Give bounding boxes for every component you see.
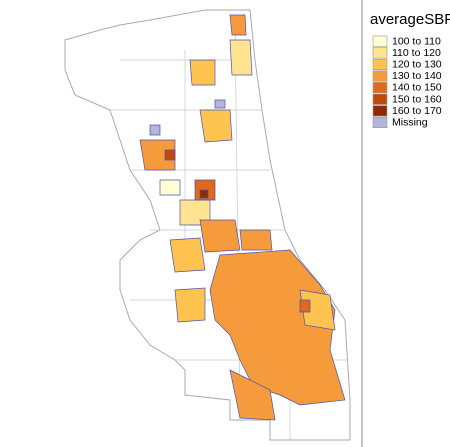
- legend-swatch: [372, 47, 388, 59]
- legend-label: Missing: [392, 116, 428, 128]
- legend-label: 100 to 110: [392, 35, 441, 47]
- legend-label: 110 to 120: [392, 47, 441, 59]
- legend-swatch: [372, 58, 388, 71]
- tract-fills: [139, 14, 346, 421]
- legend-swatch: [372, 82, 388, 94]
- legend-label: 120 to 130: [392, 58, 442, 70]
- legend-label: 140 to 150: [392, 82, 442, 94]
- legend-swatch: [372, 116, 388, 128]
- legend-swatch: [372, 93, 388, 105]
- legend-swatch: [372, 70, 388, 82]
- legend-label: 150 to 160: [392, 93, 442, 105]
- legend-swatch: [372, 105, 388, 117]
- legend-label: 160 to 170: [392, 105, 442, 117]
- city-map: [64, 9, 351, 441]
- legend-title: averageSBP: [370, 11, 450, 28]
- legend-swatch: [372, 35, 388, 47]
- legend-label: 130 to 140: [392, 70, 442, 82]
